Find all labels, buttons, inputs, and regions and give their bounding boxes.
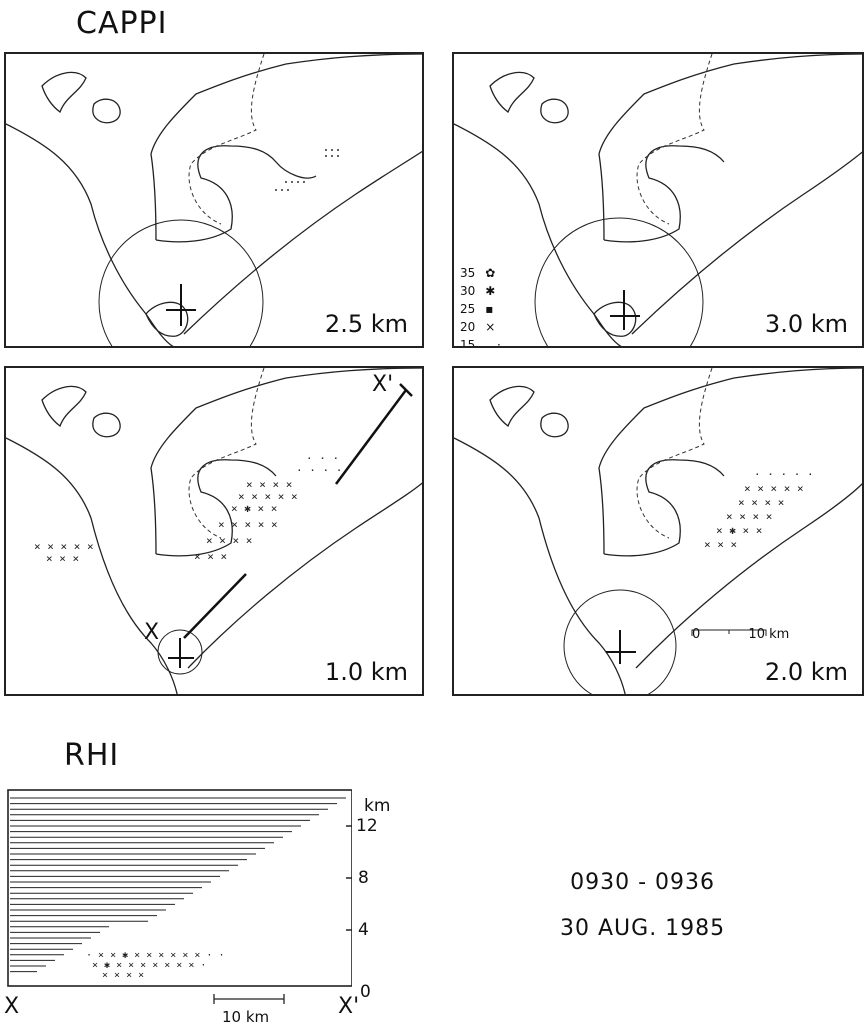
rhi-y-tick-0: 0 [360,982,371,1002]
cross-section-end-label: X' [372,372,394,397]
legend-symbol: · [496,338,501,348]
scale-label: 10 km [748,627,790,642]
svg-text:× × × × ×: × × × × × [744,482,804,495]
rhi-scale-label: 10 km [222,1008,270,1026]
legend-value: 25 [460,302,476,316]
rhi-y-tick-12: 12 [356,816,378,836]
rhi-y-tick-8: 8 [358,868,369,888]
svg-text:· · · ·: · · · · [296,464,342,477]
rhi-y-unit: km [364,796,391,816]
rhi-cross-section: · × × ✱ × × × × × × · · × ✱ × × × × × × … [7,789,352,987]
svg-text:× × × ×: × × × × [738,496,784,509]
svg-text:× × × ×: × × × × [206,534,252,547]
legend-value: 30 [460,284,476,298]
reflectivity-legend: 35 ✿ 30 ✱ 25 ▪ 20 × 15DB · [460,264,501,348]
scale-zero: 0 [692,627,701,642]
altitude-label: 2.5 km [324,310,408,338]
legend-value: 15DB [460,338,487,348]
time-date-caption: 0930 - 0936 30 AUG. 1985 [560,860,725,952]
legend-symbol: ✱ [485,284,496,298]
altitude-label: 1.0 km [324,658,408,686]
legend-value: 20 [460,320,476,334]
svg-text:× × ×: × × × [704,538,737,551]
cappi-panel-3-0km: 35 ✿ 30 ✱ 25 ▪ 20 × 15DB · 3.0 km [452,52,864,348]
svg-text:× × × ×: × × × × [246,478,292,491]
altitude-label: 2.0 km [764,658,848,686]
map-scale-bar: 0 10 km [692,627,789,642]
cappi-panel-1-0km: × × × × × × × × × × ✱ × × × × × × × × × × … [4,366,424,696]
legend-symbol: ✿ [485,266,496,280]
svg-text:× × × ×: × × × × [102,970,144,981]
svg-text:× × × × ×: × × × × × [218,518,278,531]
rhi-title: RHI [64,738,120,773]
svg-text:· × × ✱ × × × × × × · ·: · × × ✱ × × × × × × · · [86,950,224,961]
coastline-map: · · · · ·× × × × × × × × ×× × × × × ✱ × … [454,368,862,694]
altitude-label: 3.0 km [764,310,848,338]
svg-text:× × × ×: × × × × [726,510,772,523]
cappi-title: CAPPI [76,6,168,41]
svg-text:× × × × ×: × × × × × [238,490,298,503]
svg-text:· · · · ·: · · · · · [754,468,814,481]
svg-text:× ✱ × ×: × ✱ × × [716,524,762,537]
legend-symbol: ▪ [485,302,494,316]
svg-text:× × × × ×: × × × × × [34,540,94,553]
coastline-map [454,54,862,346]
rhi-x-start-label: X [4,994,20,1019]
svg-text:× × ×: × × × [194,550,227,563]
coastline-map: × × × ×× × × × × × ✱ × ×× × × × × × × × … [6,368,422,694]
coastline-map [6,54,422,346]
cappi-panel-2-5km: 2.5 km [4,52,424,348]
svg-text:× × ×: × × × [46,552,79,565]
rhi-scale-bar [213,994,285,1004]
legend-value: 35 [460,266,476,280]
svg-text:× ✱ × ×: × ✱ × × [231,502,277,515]
svg-text:· · ·: · · · [306,452,339,465]
rhi-x-end-label: X' [338,994,360,1019]
date-label: 30 AUG. 1985 [560,916,726,941]
rhi-y-tick-4: 4 [358,920,369,940]
time-range: 0930 - 0936 [570,870,716,895]
svg-text:× ✱ × × × × × × × ·: × ✱ × × × × × × × · [92,960,206,971]
cappi-panel-2-0km: · · · · · × × × × × × × × × × × × × × ✱ × … [452,366,864,696]
legend-symbol: × [485,320,496,334]
cross-section-start-label: X [144,620,160,645]
